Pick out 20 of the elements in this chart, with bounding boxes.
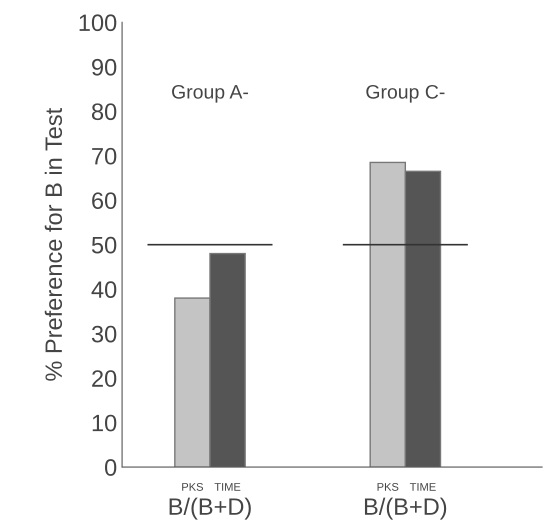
x-tick-label: B/(B+D) <box>364 498 446 520</box>
series-label: TIME <box>214 483 240 491</box>
y-tick-label: 60 <box>92 192 116 210</box>
series-label: PKS <box>182 482 204 491</box>
annotation: Group A- <box>172 84 248 103</box>
y-tick-label: 50 <box>92 236 116 254</box>
text: TIME <box>410 483 436 491</box>
y-tick-label: 30 <box>92 326 116 342</box>
y-tick-label: 100 <box>80 14 116 32</box>
y-tick-label: 80 <box>92 103 116 120</box>
y-tick-label: 70 <box>92 148 116 165</box>
text: PKS <box>378 482 398 491</box>
y-tick-label: 10 <box>92 414 116 432</box>
y-tick-label: 20 <box>92 370 116 387</box>
annotation: Group C- <box>366 84 444 103</box>
y-tick-label: 0 <box>105 459 116 476</box>
y-tick-label: 40 <box>92 281 116 298</box>
y-axis-title: % Preference for B in Test <box>44 108 62 381</box>
y-tick-label: 90 <box>92 58 116 76</box>
x-tick-label: B/(B+D) <box>170 498 251 520</box>
